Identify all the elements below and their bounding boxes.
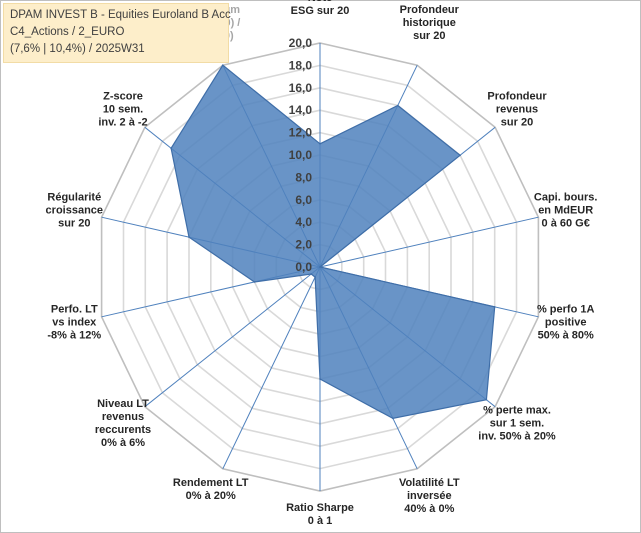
data-point-3 <box>319 266 321 268</box>
tick-label: 6,0 <box>295 193 312 207</box>
axis-label-2-line-2: sur 20 <box>501 116 533 128</box>
series-area-0 <box>170 64 496 420</box>
data-point-8 <box>314 276 316 278</box>
data-point-9 <box>310 273 313 275</box>
title-line-1: DPAM INVEST B - Equities Euroland B Acc <box>10 9 231 21</box>
axis-label-1-line-2: sur 20 <box>413 30 445 42</box>
axis-label-10-line-1: vs index <box>52 317 97 329</box>
data-point-5 <box>485 398 488 401</box>
axis-label-3-line-1: en MdEUR <box>538 204 593 216</box>
axis-label-0-line-1: ESG sur 20 <box>291 5 350 17</box>
axis-spoke-8 <box>222 266 321 470</box>
axis-label-5-line-1: sur 1 sem. <box>490 418 544 430</box>
axis-label-6-line-2: 40% à 0% <box>404 503 454 515</box>
axis-label-6-line-0: Volatilité LT <box>399 477 460 489</box>
tick-label: 16,0 <box>289 81 313 95</box>
title-line-3: (7,6% | 10,4%) / 2025W31 <box>10 43 145 55</box>
radar-series-area <box>170 64 496 420</box>
axis-label-3-line-0: Capi. bours. <box>534 191 598 203</box>
axis-label-4-line-0: % perfo 1A <box>537 304 595 316</box>
tick-label: 12,0 <box>289 126 313 140</box>
axis-label-10-line-0: Perfo. LT <box>51 304 98 316</box>
data-point-6 <box>392 417 394 420</box>
axis-label-12-line-1: 10 sem. <box>103 103 143 115</box>
axis-label-6-line-1: inversée <box>407 490 452 502</box>
axis-label-5-line-2: inv. 50% à 20% <box>478 431 556 443</box>
axis-label-5-line-0: % perte max. <box>483 405 551 417</box>
axis-label-1-line-1: historique <box>403 17 456 29</box>
axis-label-9-line-3: 0% à 6% <box>101 437 145 449</box>
axis-label-7-line-1: 0 à 1 <box>308 515 332 527</box>
axis-spoke-3 <box>319 216 539 268</box>
tick-label: 8,0 <box>295 170 312 184</box>
axis-label-4-line-2: 50% à 80% <box>538 330 594 342</box>
axis-label-8-line-0: Rendement LT <box>173 477 249 489</box>
axis-spoke-9 <box>144 266 321 408</box>
tick-label: 10,0 <box>289 148 313 162</box>
data-point-12 <box>170 147 172 150</box>
axis-label-11-line-2: sur 20 <box>58 217 90 229</box>
chart-title-box: DPAM INVEST B - Equities Euroland B Acc … <box>3 3 231 63</box>
radar-tick-labels: 0,0 2,0 4,0 6,0 8,0 10,0 12,0 14,0 16,0 18,0 20,0 <box>289 36 313 274</box>
axis-label-12-line-0: Z-score <box>103 90 143 102</box>
axis-label-2-line-1: revenus <box>496 103 538 115</box>
data-point-10 <box>253 281 256 283</box>
axis-label-4-line-1: positive <box>545 317 587 329</box>
data-point-4 <box>493 306 496 308</box>
title-line-2: C4_Actions / 2_EURO <box>10 26 125 38</box>
tick-label: 0,0 <box>295 260 312 274</box>
axis-label-9-line-1: revenus <box>102 411 144 423</box>
data-point-7 <box>319 378 321 380</box>
axis-label-9-line-2: reccurents <box>95 424 151 436</box>
axis-label-1-line-0: Profondeur <box>400 4 460 16</box>
axis-label-11-line-1: croissance <box>46 204 103 216</box>
axis-label-12-line-2: inv. 2 à -2 <box>98 116 147 128</box>
tick-label: 4,0 <box>295 215 312 229</box>
axis-label-8-line-1: 0% à 20% <box>186 490 236 502</box>
data-point-13 <box>222 64 224 66</box>
data-point-0 <box>319 143 321 145</box>
axis-label-3-line-2: 0 à 60 G€ <box>542 217 590 229</box>
axis-label-2-line-0: Profondeur <box>487 90 547 102</box>
tick-label: 18,0 <box>289 58 313 72</box>
axis-label-10-line-2: -8% à 12% <box>47 330 101 342</box>
axis-label-11-line-0: Régularité <box>47 191 101 203</box>
data-point-2 <box>459 154 461 157</box>
data-point-11 <box>188 236 190 238</box>
axis-label-0-line-0: Note <box>308 0 332 4</box>
tick-label: 20,0 <box>289 36 313 50</box>
axis-label-9-line-0: Niveau LT <box>97 398 149 410</box>
axis-label-7-line-0: Ratio Sharpe <box>286 502 354 514</box>
tick-label: 14,0 <box>289 103 313 117</box>
data-point-1 <box>397 104 399 107</box>
tick-label: 2,0 <box>295 238 312 252</box>
